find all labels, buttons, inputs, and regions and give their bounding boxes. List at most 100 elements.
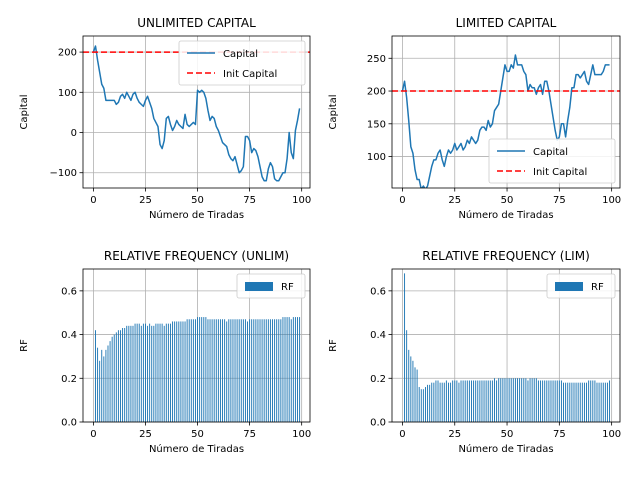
bar [494,378,495,422]
y-tick-label: 150 [367,119,386,130]
y-tick-label: 0.0 [61,418,77,429]
bar [184,321,186,422]
bar [408,349,410,422]
bar [163,325,165,422]
bar [267,319,269,422]
x-tick-label: 75 [553,195,566,206]
y-axis-label: Capital [19,94,30,129]
bar [586,382,588,422]
bar [583,382,585,422]
bar [483,380,485,422]
bar [203,317,205,422]
bar [145,323,146,422]
bar [452,380,454,422]
bar [544,380,546,422]
bar [443,382,445,422]
bar [542,380,544,422]
bar [546,380,548,422]
bar [95,330,96,422]
bar [174,321,176,422]
legend-label: Capital [533,147,568,158]
x-tick-label: 0 [399,429,405,440]
bar [109,341,111,422]
bar [232,319,234,422]
bar [414,367,416,422]
bar [115,332,117,422]
bar [149,323,151,422]
bar [456,380,458,422]
bar [197,317,199,422]
y-tick-label: 0.2 [370,374,386,385]
bar [500,378,502,422]
legend: RF [236,273,306,299]
y-axis-label: Capital [328,94,339,129]
bar [609,380,611,422]
bar [259,319,261,422]
bar [180,321,182,422]
bar [429,384,431,422]
bar [496,380,498,422]
bar [172,321,174,422]
bar [598,382,600,422]
x-tick-label: 50 [191,429,204,440]
plot-area [95,317,301,422]
bar [412,360,414,422]
bar [487,380,489,422]
bar [535,378,537,422]
bar [247,321,248,422]
bar [418,387,420,422]
bar [234,319,236,422]
bar [523,378,525,422]
bar [558,380,560,422]
bar [527,380,529,422]
bar [575,382,577,422]
bar [454,380,456,422]
chart-title: LIMITED CAPITAL [456,16,557,30]
bar [464,380,466,422]
bar [416,369,418,422]
bar [165,323,167,422]
bar [533,378,535,422]
y-tick-label: 0.6 [61,286,77,297]
axes-frame [391,268,621,423]
x-tick-label: 75 [243,195,256,206]
bar [602,382,604,422]
bar [437,380,439,422]
bar [217,319,219,422]
bar [103,356,105,422]
bar [410,356,412,422]
chart-3: 0 25 50 75 100 0.0 0.2 0.4 0.6 RELATIVE FREQUENCY… [328,249,621,455]
bar [99,360,101,422]
bar [569,382,571,422]
y-tick-label: 0.4 [370,330,386,341]
bar [554,380,556,422]
bar [120,330,121,422]
legend-box [178,40,306,86]
bar [502,378,504,422]
bar [508,378,510,422]
legend-label: RF [591,282,604,293]
y-tick-label: 100 [367,152,386,163]
bar [498,378,500,422]
bar [590,380,592,422]
bar [101,349,103,422]
bar [468,380,470,422]
bar [604,382,606,422]
bar [188,319,190,422]
axes-frame [391,35,621,189]
bar [147,325,149,422]
legend-label: Init Capital [533,167,587,178]
bar [439,382,441,422]
x-tick-label: 100 [602,429,621,440]
bar [142,323,144,422]
bar [519,378,521,422]
bar [475,380,477,422]
legend: RF [546,273,616,299]
plot-area [404,273,611,422]
x-tick-label: 50 [191,195,204,206]
x-tick-label: 25 [448,195,461,206]
chart-1: 0 25 50 75 100 100 150 200 250 LIMITED CAPITAL Núm… [328,16,621,221]
bar [236,319,238,422]
bar [176,321,178,422]
